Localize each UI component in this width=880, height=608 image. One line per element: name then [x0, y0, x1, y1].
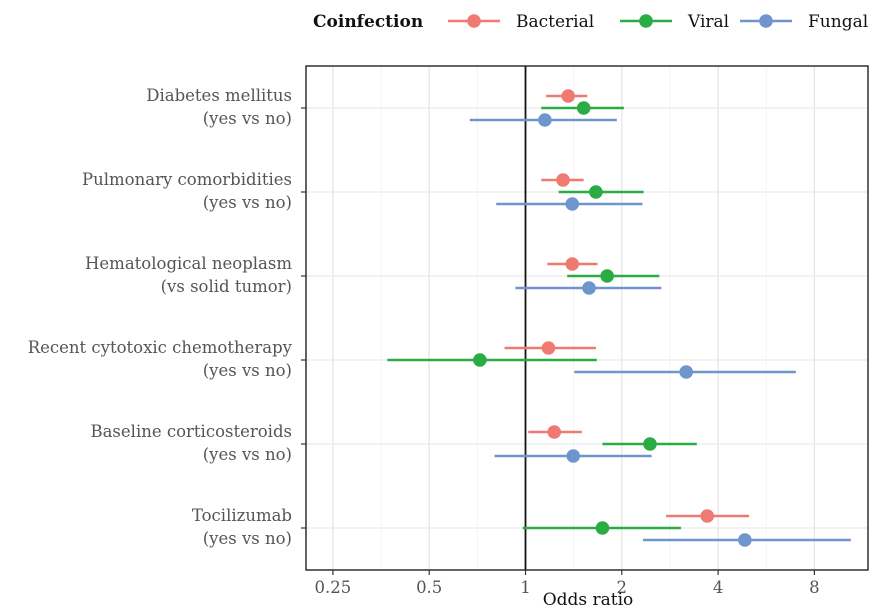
- panel-border: [305, 65, 869, 571]
- y-tick-label-sub: (vs solid tumor): [161, 277, 292, 296]
- y-tick-label-sub: (yes vs no): [203, 361, 292, 380]
- point-estimate: [566, 449, 581, 463]
- marks: [387, 89, 851, 547]
- point-estimate: [600, 269, 614, 283]
- x-axis-title: Odds ratio: [543, 590, 634, 608]
- y-tick-label: Tocilizumab: [192, 506, 292, 525]
- y-tick-label: Hematological neoplasm: [85, 254, 292, 273]
- legend-label: Viral: [687, 12, 729, 32]
- legend-items: Bacterial Viral Fungal: [448, 12, 868, 32]
- point-estimate: [561, 89, 576, 103]
- y-axis: Diabetes mellitus (yes vs no) Pulmonary co…: [28, 86, 306, 548]
- point-estimate: [589, 185, 603, 199]
- y-tick-label: Baseline corticosteroids: [90, 422, 292, 441]
- point-estimate: [538, 113, 552, 127]
- legend-item-bacterial: Bacterial: [448, 12, 594, 32]
- point-estimate: [565, 197, 580, 211]
- point-estimate: [576, 101, 591, 115]
- point-estimate: [738, 533, 752, 547]
- y-tick-label-sub: (yes vs no): [203, 529, 292, 548]
- x-axis: 0.25 0.5 1 2 4 8: [315, 570, 820, 597]
- point-estimate: [541, 341, 556, 355]
- point-estimate: [679, 365, 694, 379]
- x-tick-label: 0.25: [315, 578, 352, 597]
- point-estimate: [700, 509, 715, 523]
- point-estimate: [643, 437, 657, 451]
- series-fungal: [469, 113, 851, 547]
- point-estimate: [565, 257, 580, 271]
- point-estimate: [473, 353, 487, 367]
- y-tick-label: Diabetes mellitus: [146, 86, 292, 105]
- x-tick-label: 8: [809, 578, 820, 597]
- legend-key-point: [759, 14, 773, 28]
- y-tick-label: Pulmonary comorbidities: [82, 170, 292, 189]
- y-tick-label-sub: (yes vs no): [203, 109, 292, 128]
- y-tick-label: Recent cytotoxic chemotherapy: [28, 338, 293, 357]
- point-estimate: [582, 281, 596, 295]
- legend: Coinfection Bacterial Viral Fungal: [313, 12, 868, 32]
- legend-item-fungal: Fungal: [740, 12, 868, 32]
- legend-item-viral: Viral: [620, 12, 729, 32]
- series-bacterial: [504, 89, 750, 523]
- legend-title: Coinfection: [313, 12, 423, 32]
- x-tick-label: 1: [520, 578, 531, 597]
- grid: [306, 66, 868, 570]
- x-tick-label: 2: [617, 578, 628, 597]
- legend-key-point: [467, 14, 481, 28]
- series-viral: [387, 101, 697, 535]
- point-estimate: [595, 521, 610, 535]
- x-tick-label: 4: [713, 578, 724, 597]
- y-tick-label-sub: (yes vs no): [203, 445, 292, 464]
- plot-panel: [305, 65, 869, 571]
- legend-key-point: [639, 14, 653, 28]
- y-tick-label-sub: (yes vs no): [203, 193, 292, 212]
- legend-label: Bacterial: [516, 12, 594, 32]
- legend-label: Fungal: [808, 12, 868, 32]
- point-estimate: [547, 425, 562, 439]
- point-estimate: [556, 173, 570, 187]
- x-tick-label: 0.5: [416, 578, 442, 597]
